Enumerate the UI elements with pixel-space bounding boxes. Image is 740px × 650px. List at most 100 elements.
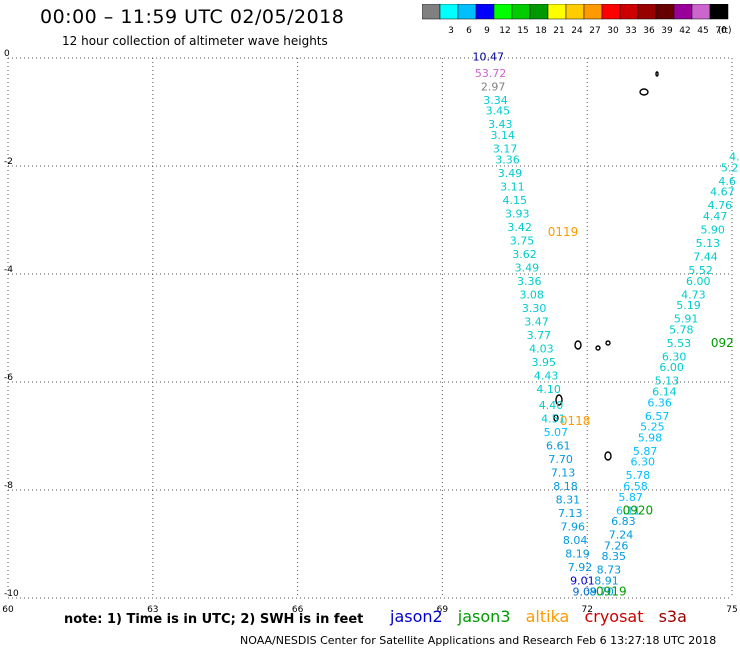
color-scale-label: 6 — [466, 26, 472, 36]
wave-height-value: 3.75 — [510, 234, 535, 247]
wave-height-value: 8.35 — [601, 550, 626, 563]
wave-height-value: 5.78 — [669, 323, 694, 336]
wave-height-value: 7.24 — [609, 529, 634, 542]
wave-height-value: 6.30 — [662, 350, 687, 363]
wave-height-value: 6.57 — [645, 410, 670, 423]
lat-tick-label: -8 — [4, 481, 13, 491]
pass-time-label: 0119 — [548, 225, 579, 239]
color-swatch — [529, 4, 549, 20]
color-swatch — [457, 4, 477, 20]
color-swatch — [691, 4, 711, 20]
wave-height-value: 4.03 — [529, 342, 554, 355]
wave-height-value: 4.67 — [710, 186, 735, 199]
pass-time-label: 0920 — [623, 503, 654, 517]
wave-height-value: 3.93 — [505, 207, 530, 220]
lat-tick-label: 0 — [4, 49, 10, 59]
wave-height-value: 3.34 — [483, 94, 508, 107]
color-swatch — [565, 4, 585, 20]
island-outline — [655, 71, 659, 77]
color-swatch — [655, 4, 675, 20]
color-swatch — [511, 4, 531, 20]
wave-height-value: 5.13 — [655, 375, 680, 388]
color-swatch — [547, 4, 567, 20]
color-scale-label: 24 — [571, 26, 583, 36]
color-swatch — [601, 4, 621, 20]
satellite-s3a: s3a — [658, 607, 687, 626]
color-scale-label: 15 — [517, 26, 528, 36]
color-swatch — [439, 4, 459, 20]
wave-height-value: 6.83 — [611, 515, 636, 528]
wave-height-value: 5.52 — [688, 264, 713, 277]
wave-height-value: 6.11 — [616, 504, 641, 517]
wave-height-value: 5.19 — [676, 299, 701, 312]
wave-height-value: 7.13 — [551, 467, 576, 480]
color-swatch — [709, 4, 729, 20]
wave-height-value: 5.98 — [638, 431, 663, 444]
wave-height-value: 2.97 — [481, 80, 506, 93]
wave-height-value: 7.44 — [693, 251, 718, 264]
wave-height-value: 3.49 — [498, 167, 523, 180]
wave-height-value: 6.00 — [686, 275, 711, 288]
color-scale-label: 9 — [484, 26, 490, 36]
wave-height-value: 10.47 — [473, 51, 505, 64]
lon-tick-label: 60 — [2, 605, 14, 615]
lat-tick-label: -10 — [4, 589, 19, 599]
color-scale-label: 27 — [589, 26, 600, 36]
wave-height-value: 8.73 — [597, 564, 622, 577]
wave-height-value: 6.61 — [546, 440, 571, 453]
wave-height-value: 5.13 — [696, 237, 721, 250]
island-outline — [604, 451, 612, 461]
wave-height-value: 7.13 — [558, 507, 583, 520]
satellite-legend: jason2 jason3 altika cryosat s3a — [390, 607, 697, 626]
wave-height-value: 4.15 — [503, 194, 528, 207]
color-scale-legend: 3 6 9 12 15 18 21 24 27 30 33 36 39 42 45 70(ft) — [422, 4, 732, 36]
color-scale-label: 45 — [697, 26, 708, 36]
color-scale-label: 39 — [661, 26, 673, 36]
color-scale-label: 30 — [607, 26, 619, 36]
wave-height-value: 5.53 — [667, 337, 692, 350]
wave-height-value: 8.91 — [594, 575, 619, 588]
color-scale-label: 42 — [679, 26, 690, 36]
credit-line: NOAA/NESDIS Center for Satellite Applica… — [240, 634, 717, 647]
color-swatch — [493, 4, 513, 20]
wave-height-value: 5.07 — [544, 426, 569, 439]
color-scale-label: 70 — [715, 26, 727, 36]
color-scale-label: 33 — [625, 26, 636, 36]
wave-height-value: 6.00 — [659, 361, 684, 374]
wave-height-value: 4. — [729, 151, 740, 164]
wave-height-value: 5.91 — [674, 313, 699, 326]
wave-height-value: 8.31 — [556, 494, 581, 507]
wave-height-value: 3.45 — [486, 105, 511, 118]
pass-time-label: 0118 — [560, 414, 591, 428]
wave-height-value: 9.09 — [573, 585, 598, 598]
wave-height-value: 3.47 — [524, 315, 549, 328]
island-outline — [574, 340, 582, 350]
wave-height-value: 7.26 — [604, 539, 629, 552]
satellite-jason3: jason3 — [457, 607, 511, 626]
wave-height-value: 4.40 — [539, 399, 564, 412]
wave-height-value: 53.72 — [475, 67, 507, 80]
island-outline — [639, 88, 649, 96]
wave-height-value: 3.14 — [490, 129, 515, 142]
island-outline — [553, 414, 559, 422]
lat-tick-label: -6 — [4, 373, 13, 383]
wave-height-value: 4.76 — [708, 199, 733, 212]
wave-height-value: 4.47 — [703, 210, 728, 223]
color-swatch — [619, 4, 639, 20]
wave-height-value: 5.2 — [721, 161, 739, 174]
wave-height-value: 8.19 — [565, 548, 590, 561]
color-swatch — [673, 4, 693, 20]
wave-height-value: 5.25 — [640, 421, 665, 434]
wave-height-value: 3.17 — [493, 143, 518, 156]
wave-height-value: 3.36 — [495, 153, 520, 166]
wave-height-value: 5.78 — [626, 469, 651, 482]
wave-height-value: 8.70 — [589, 585, 614, 598]
wave-height-value: 3.36 — [517, 275, 542, 288]
satellite-altika: altika — [525, 607, 570, 626]
wave-height-value: 3.43 — [488, 118, 513, 131]
island-outline — [555, 394, 563, 406]
wave-height-value: 4.10 — [536, 383, 561, 396]
wave-height-value: 4.73 — [681, 288, 706, 301]
wave-height-value: 4.51 — [541, 413, 566, 426]
wave-height-value: 5.87 — [633, 445, 658, 458]
